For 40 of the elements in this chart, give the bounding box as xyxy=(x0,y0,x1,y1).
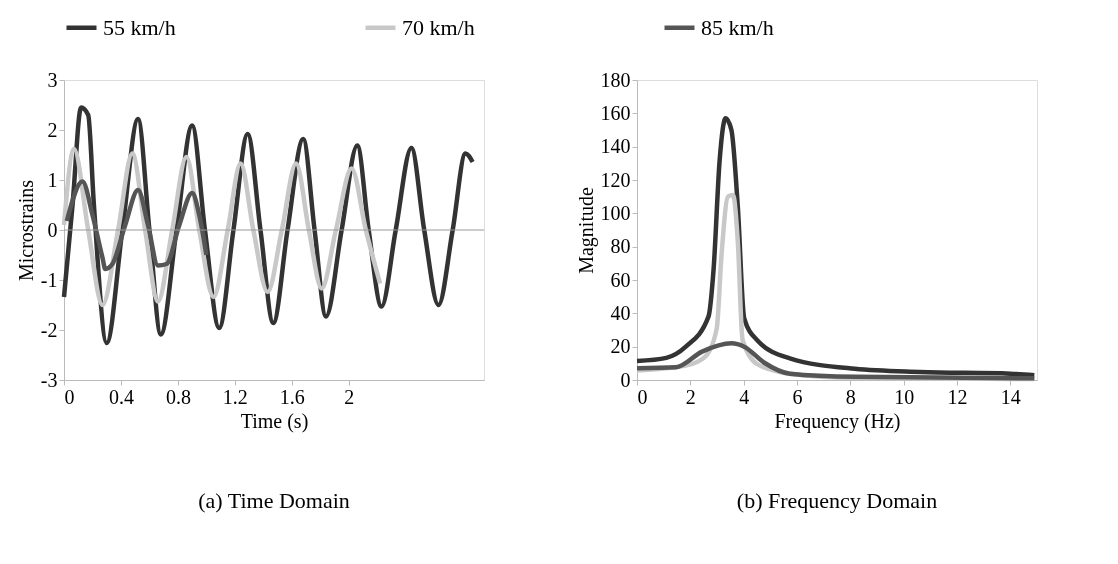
x-tick-label: 0 xyxy=(637,385,648,408)
x-tick-label: 12 xyxy=(947,385,968,408)
x-tick-label: 14 xyxy=(1000,385,1021,408)
y-tick-label: -1 xyxy=(40,268,58,291)
y-tick-label: 3 xyxy=(47,68,58,91)
y-tick-label: 0 xyxy=(620,368,631,391)
legend-label: 85 km/h xyxy=(701,14,774,40)
y-tick-label: 180 xyxy=(600,68,631,91)
x-tick-label: 8 xyxy=(845,385,856,408)
text: (b) Frequency Domain xyxy=(736,488,938,513)
legend-label: 70 km/h xyxy=(402,14,475,40)
x-tick-label: 6 xyxy=(792,385,803,408)
x-tick-label: 1.6 xyxy=(279,385,305,408)
x-axis-title: Frequency (Hz) xyxy=(774,409,901,433)
text: (a) Time Domain xyxy=(198,488,350,513)
x-tick-label: 10 xyxy=(894,385,915,408)
x-tick-label: 1.2 xyxy=(222,385,248,408)
y-axis-title: Microstrains xyxy=(14,179,37,282)
y-tick-label: 40 xyxy=(610,301,631,324)
y-tick-label: 0 xyxy=(47,218,58,241)
y-tick-label: 140 xyxy=(600,135,631,158)
x-tick-label: 4 xyxy=(739,385,750,408)
y-axis-title: Magnitude xyxy=(574,187,598,274)
y-tick-label: 60 xyxy=(610,268,631,291)
x-tick-label: 0.8 xyxy=(165,385,191,408)
y-tick-label: 120 xyxy=(600,168,631,191)
y-tick-label: 160 xyxy=(600,101,631,124)
x-tick-label: 2 xyxy=(344,385,355,408)
y-tick-label: -2 xyxy=(40,318,58,341)
x-tick-label: 0 xyxy=(64,385,75,408)
y-tick-label: 2 xyxy=(47,118,58,141)
x-tick-label: 0.4 xyxy=(108,385,134,408)
y-tick-label: 20 xyxy=(610,335,631,358)
y-tick-label: -3 xyxy=(40,368,58,391)
y-tick-label: 80 xyxy=(610,235,631,258)
y-tick-label: 100 xyxy=(600,201,631,224)
legend-label: 55 km/h xyxy=(103,14,176,40)
y-tick-label: 1 xyxy=(47,168,58,191)
x-axis-title: Time (s) xyxy=(240,409,309,433)
x-tick-label: 2 xyxy=(685,385,696,408)
